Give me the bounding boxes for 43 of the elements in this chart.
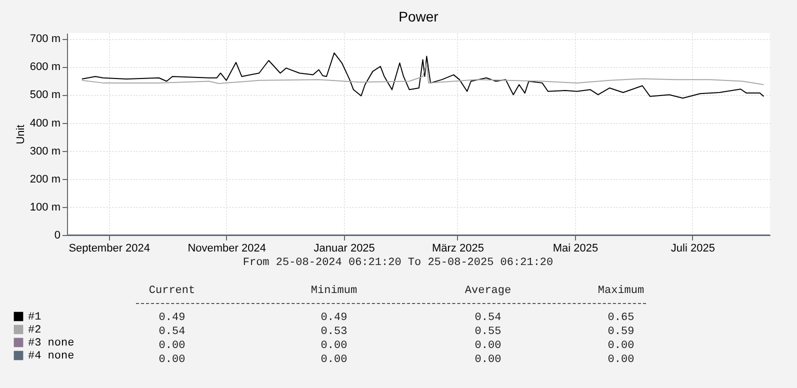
y-tick-label: 600 m xyxy=(30,61,60,74)
legend-label: #4 none xyxy=(28,350,74,362)
text: 0.00 xyxy=(320,354,348,366)
text: 0.53 xyxy=(320,326,348,338)
line-series xyxy=(81,62,764,86)
text: 0.54 xyxy=(474,312,502,324)
y-tick-label: 400 m xyxy=(30,117,60,130)
y-axis-title: Unit xyxy=(14,124,27,144)
text: Minimum xyxy=(310,285,358,297)
legend-label: #2 xyxy=(28,324,42,336)
text: 0.65 xyxy=(608,312,634,324)
y-tick-label: 500 m xyxy=(30,89,60,102)
y-tick-label: 300 m xyxy=(30,145,60,158)
x-tick-label: Januar 2025 xyxy=(314,242,375,254)
text: 0.55 xyxy=(474,326,502,338)
text: Current xyxy=(148,285,196,297)
text: 0.00 xyxy=(474,354,502,366)
x-tick-label: November 2024 xyxy=(188,242,266,254)
text: Average xyxy=(464,285,512,297)
text: 0.00 xyxy=(608,354,634,366)
text: 0.49 xyxy=(320,312,348,324)
text: Maximum xyxy=(598,285,644,297)
text: 0.00 xyxy=(320,340,348,352)
legend-label: #1 xyxy=(28,312,42,324)
y-tick-label: 0 xyxy=(54,230,60,242)
y-tick-label: 100 m xyxy=(30,201,60,214)
text: 0.54 xyxy=(158,326,186,338)
y-tick-label: 200 m xyxy=(30,173,60,186)
text: 0.00 xyxy=(474,340,502,352)
legend-label: #3 none xyxy=(28,338,74,350)
text: 0.49 xyxy=(158,312,186,324)
text: 0.59 xyxy=(608,326,634,338)
line-series xyxy=(81,52,764,99)
x-tick-label: Juli 2025 xyxy=(670,242,715,254)
x-tick-label: September 2024 xyxy=(68,242,150,254)
text: 0.00 xyxy=(608,340,634,352)
x-tick-label: Mai 2025 xyxy=(552,242,598,254)
text: 0.00 xyxy=(158,340,186,352)
text: 0.00 xyxy=(158,354,186,366)
text: From 25-08-2024 06:21:20 To 25-08-2025 06:21:20 xyxy=(242,257,554,269)
x-tick-label: März 2025 xyxy=(432,242,484,254)
y-tick-label: 700 m xyxy=(30,33,60,46)
chart-title: Power xyxy=(398,8,439,25)
